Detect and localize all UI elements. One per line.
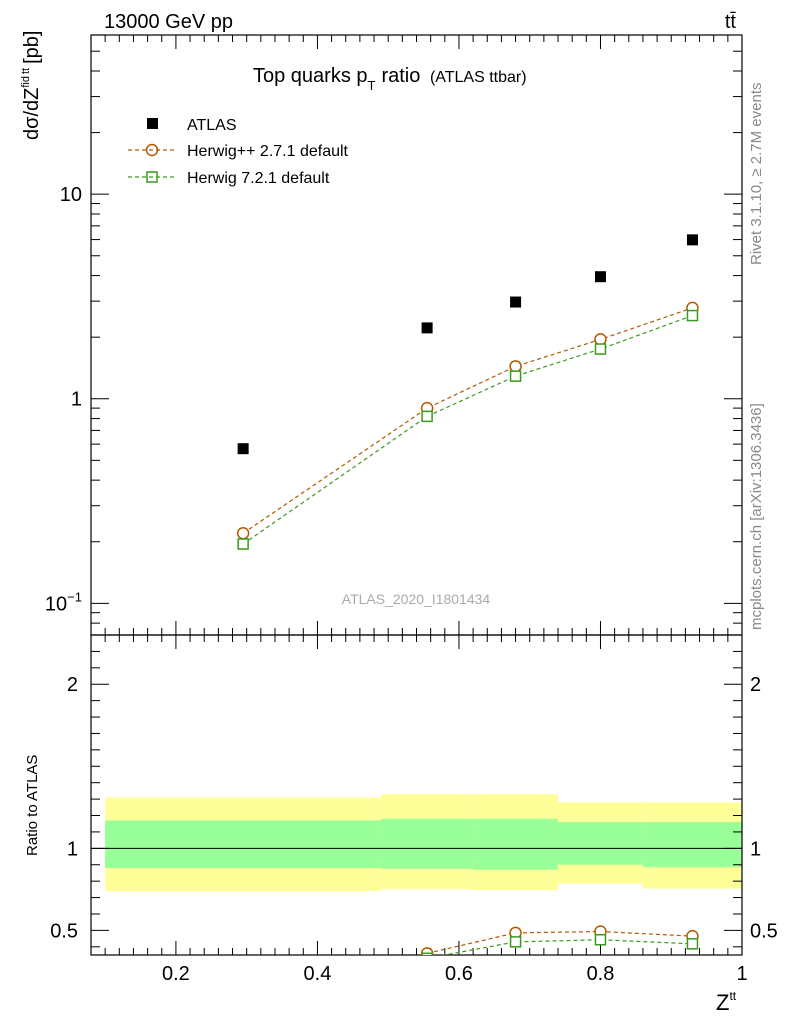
- legend-marker-atlas: [147, 118, 158, 129]
- ratio-panel: 0.2 0.4 0.6 0.8 10.5 0.51 12 2: [50, 634, 778, 1003]
- herwigpp-point: [236, 527, 250, 540]
- y-axis-label-sup-num: fid: [20, 76, 32, 88]
- chart-title-main: Top quarks p: [253, 65, 368, 87]
- y-tick-label-main: 10: [60, 184, 82, 206]
- x-axis-label: Ztt: [716, 989, 737, 1015]
- ratio-y-axis-label: Ratio to ATLAS: [24, 755, 41, 856]
- herwigpp-series: [236, 301, 699, 540]
- herwig7-point: [594, 343, 607, 355]
- y-tick-label-ratio-right: 1: [750, 838, 761, 860]
- herwig7-line: [242, 315, 693, 545]
- y-tick-label-ratio-left: 0.5: [50, 920, 78, 942]
- atlas-point: [237, 443, 249, 455]
- analysis-id: ATLAS_2020_I1801434: [342, 591, 491, 607]
- legend-marker-herwig7: [146, 171, 158, 183]
- ratio-herwig7-point: [421, 952, 433, 955]
- legend-marker-herwigpp: [145, 143, 159, 157]
- legend-label-atlas: ATLAS: [187, 117, 237, 134]
- ratio-herwig7-series: [238, 933, 699, 1003]
- chart-title: Top quarks pT ratio (ATLAS ttbar): [253, 65, 527, 93]
- legend: ATLAS Herwig++ 2.7.1 default Herwig 7.2.…: [128, 117, 349, 187]
- herwig7-point: [509, 370, 522, 382]
- atlas-series: [237, 234, 698, 455]
- y-axis-label: dσ/dZfid tt [pb]: [20, 31, 43, 140]
- y-axis-label-text: dσ/dZfid tt [pb]: [20, 31, 43, 140]
- y-tick-label-ratio-right: 0.5: [750, 920, 778, 942]
- herwig7-point: [686, 309, 699, 322]
- ratio-herwigpp-point: [238, 991, 249, 1002]
- inner-band-bin: [642, 822, 742, 868]
- herwig7-point: [421, 410, 433, 423]
- inner-band-bin: [105, 820, 382, 869]
- herwigpp-point: [509, 360, 522, 373]
- inner-band-bin: [473, 818, 559, 870]
- y-tick-label-main: 10−1: [45, 589, 82, 615]
- chart-title-tail: ratio: [381, 65, 420, 87]
- herwigpp-point: [594, 333, 607, 346]
- x-tick-label: 1: [736, 963, 747, 985]
- mcplots-label: mcplots.cern.ch [arXiv:1306.3436]: [748, 403, 765, 630]
- y-axis-label-unit: [pb]: [21, 31, 43, 64]
- atlas-point: [594, 271, 606, 283]
- x-tick-label: 0.8: [587, 963, 615, 985]
- ratio-herwig7-line: [441, 939, 693, 955]
- y-tick-label-ratio-right: 2: [750, 674, 761, 696]
- ratio-herwig7-point: [238, 993, 248, 1003]
- y-axis-label-sup-den: tt: [20, 68, 32, 74]
- ratio-herwig7-point: [686, 938, 699, 950]
- ratio-herwigpp-line: [417, 930, 693, 955]
- y-tick-label-ratio-left: 2: [67, 674, 78, 696]
- inner-band-bin: [558, 822, 643, 865]
- header-left: 13000 GeV pp: [104, 11, 233, 33]
- x-tick-label: 0.6: [445, 963, 473, 985]
- chart-title-sub: T: [368, 78, 376, 93]
- chart-title-note: (ATLAS ttbar): [430, 69, 527, 86]
- herwig7-series: [237, 309, 699, 550]
- ratio-herwig7-point: [594, 933, 607, 946]
- ratio-herwig7-point: [509, 936, 522, 948]
- header-right: tt̄: [725, 11, 737, 33]
- atlas-point: [686, 234, 698, 246]
- x-tick-label: 0.4: [304, 963, 332, 985]
- main-panel: 10−1 1 10: [45, 34, 743, 636]
- x-axis-label-sup: tt: [729, 989, 736, 1003]
- atlas-point: [421, 322, 433, 334]
- legend-label-herwigpp: Herwig++ 2.7.1 default: [187, 143, 349, 160]
- uncertainty-bands: [105, 794, 742, 891]
- atlas-point: [510, 296, 522, 308]
- legend-label-herwig7: Herwig 7.2.1 default: [187, 170, 330, 187]
- y-axis-label-main: dσ/dZ: [21, 88, 43, 140]
- inner-band-bin: [381, 818, 474, 869]
- x-axis-label-main: Z: [716, 990, 729, 1015]
- rivet-label: Rivet 3.1.10, ≥ 2.7M events: [748, 83, 765, 266]
- herwig7-point: [237, 538, 249, 550]
- y-tick-label-ratio-left: 1: [67, 838, 78, 860]
- herwigpp-line: [242, 307, 693, 534]
- y-tick-label-main: 1: [71, 389, 82, 411]
- x-tick-label: 0.2: [162, 963, 190, 985]
